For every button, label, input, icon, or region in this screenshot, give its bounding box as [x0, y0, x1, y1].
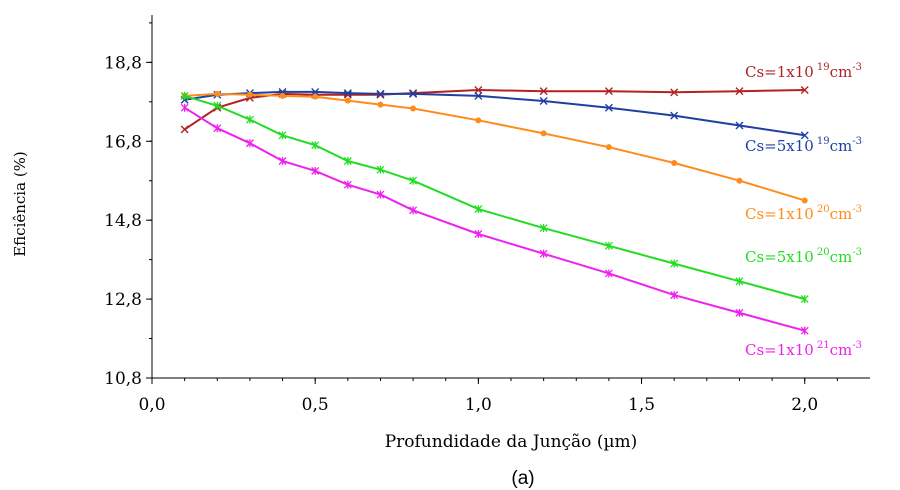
x-tick-label: 1,5 [628, 395, 655, 415]
series-5 [180, 103, 809, 335]
x-tick-label: 0,0 [138, 395, 165, 415]
data-point [311, 87, 320, 96]
y-tick-label: 18,8 [104, 53, 142, 73]
data-point [180, 103, 189, 112]
data-point [539, 249, 548, 258]
data-point [343, 89, 352, 98]
data-point [735, 121, 744, 130]
series-label: Cs=1x10 21cm-3 [745, 340, 862, 359]
x-tick-label: 2,0 [791, 395, 818, 415]
y-axis-ticks: 10,8 12,8 14,8 16,8 18,8 [104, 22, 152, 389]
data-point [801, 197, 808, 204]
x-tick-label: 1,0 [465, 395, 492, 415]
data-point [800, 85, 809, 94]
y-tick-label: 16,8 [104, 132, 142, 152]
x-axis-label: Profundidade da Junção (µm) [385, 432, 638, 452]
data-point [376, 165, 385, 174]
data-point [670, 259, 679, 268]
data-point [343, 156, 352, 165]
data-point [604, 241, 613, 250]
data-point [539, 224, 548, 233]
data-point [604, 269, 613, 278]
data-point [800, 131, 809, 140]
data-point [213, 124, 222, 133]
series-1 [180, 85, 809, 134]
series-3 [181, 90, 808, 204]
data-point [246, 91, 253, 98]
data-point [474, 205, 483, 214]
data-point [475, 117, 482, 124]
data-point [409, 89, 418, 98]
data-point [377, 101, 384, 108]
y-tick-label: 12,8 [104, 290, 142, 310]
data-point [800, 326, 809, 335]
series-line [184, 106, 805, 332]
series-label: Cs=1x10 20cm-3 [745, 204, 862, 223]
data-point [409, 176, 418, 185]
data-point [214, 90, 221, 97]
data-point [670, 88, 679, 97]
series-label: Cs=5x10 20cm-3 [745, 247, 862, 266]
data-point [344, 97, 351, 104]
data-point [180, 125, 189, 134]
data-point [604, 103, 613, 112]
data-point [409, 206, 418, 215]
data-point [311, 141, 320, 150]
data-point [735, 87, 744, 96]
y-tick-label: 14,8 [104, 211, 142, 231]
data-point [410, 105, 417, 112]
data-point [474, 85, 483, 94]
series-label: Cs=1x10 19cm-3 [745, 62, 862, 81]
x-axis-ticks: 0,0 0,5 1,0 1,5 2,0 [138, 378, 838, 415]
x-tick-label: 0,5 [302, 395, 329, 415]
figure-caption: (a) [511, 468, 534, 489]
series-label: Cs=5x10 19cm-3 [745, 136, 862, 155]
series-line [184, 92, 805, 202]
data-point [376, 89, 385, 98]
series-labels: Cs=1x10 19cm-3 Cs=5x10 19cm-3 Cs=1x10 20cm-3 C… [745, 62, 862, 359]
data-point [539, 97, 548, 106]
data-point [180, 91, 189, 100]
series-line [184, 94, 805, 301]
series-line [184, 90, 805, 137]
data-point [245, 115, 254, 124]
data-point [539, 87, 548, 96]
data-point [376, 190, 385, 199]
data-point [474, 91, 483, 100]
data-point [540, 130, 547, 137]
series-4 [180, 91, 809, 304]
data-point [605, 144, 612, 151]
data-point [474, 229, 483, 238]
data-point [735, 308, 744, 317]
data-point [604, 87, 613, 96]
data-point [213, 101, 222, 110]
data-point [671, 159, 678, 166]
data-point [279, 92, 286, 99]
data-point [278, 131, 287, 140]
data-point [670, 291, 679, 300]
y-axis-label: Eficiência (%) [11, 151, 29, 257]
data-point [311, 166, 320, 175]
series-lines [180, 85, 809, 335]
data-point [800, 295, 809, 304]
data-point [735, 277, 744, 286]
data-point [278, 156, 287, 165]
data-point [312, 93, 319, 100]
data-point [343, 180, 352, 189]
data-point [245, 139, 254, 148]
y-tick-label: 10,8 [104, 369, 142, 389]
data-point [736, 177, 743, 184]
data-point [670, 111, 679, 120]
